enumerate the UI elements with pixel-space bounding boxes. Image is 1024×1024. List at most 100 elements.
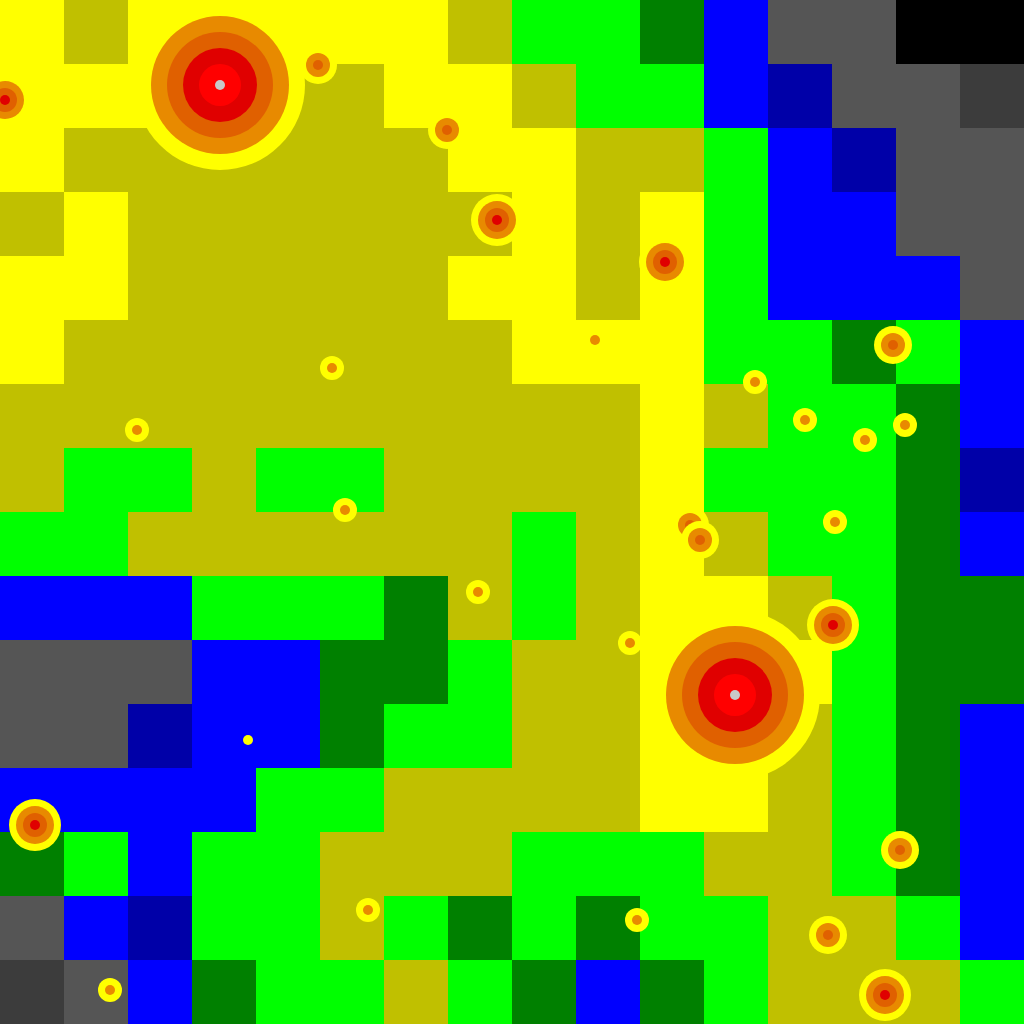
cell: [896, 512, 961, 577]
cell: [576, 384, 641, 449]
peak-ring: [135, 0, 305, 170]
cell: [512, 320, 577, 385]
peak-ring: [327, 363, 337, 373]
peak-ring: [167, 32, 273, 138]
cell: [320, 256, 385, 321]
density-map: [0, 0, 1024, 1024]
cell: [576, 768, 641, 833]
peak: [807, 599, 859, 651]
cell: [64, 512, 129, 577]
peak-ring: [853, 428, 877, 452]
peak: [650, 610, 820, 780]
cell: [832, 64, 897, 129]
peak-ring: [646, 243, 684, 281]
cell: [64, 960, 129, 1024]
cell: [704, 960, 769, 1024]
cell: [448, 384, 513, 449]
cell: [832, 256, 897, 321]
cell: [64, 640, 129, 705]
cell: [512, 0, 577, 65]
cell: [0, 512, 65, 577]
cell: [640, 896, 705, 961]
peak: [625, 908, 649, 932]
cell: [704, 128, 769, 193]
cell: [576, 704, 641, 769]
peak: [320, 356, 344, 380]
peak-ring: [199, 64, 241, 106]
cell: [192, 256, 257, 321]
cell: [192, 896, 257, 961]
cell: [768, 256, 833, 321]
cell: [896, 704, 961, 769]
cell: [64, 256, 129, 321]
cell: [832, 0, 897, 65]
cell: [192, 704, 257, 769]
peak-ring: [125, 418, 149, 442]
cell: [896, 896, 961, 961]
peak-ring: [814, 606, 852, 644]
cell: [384, 704, 449, 769]
peak-ring: [893, 413, 917, 437]
peak-ring: [625, 638, 635, 648]
peak-ring: [30, 820, 40, 830]
cell: [128, 896, 193, 961]
cell: [512, 768, 577, 833]
cell: [512, 960, 577, 1024]
cell: [128, 832, 193, 897]
cell: [320, 960, 385, 1024]
peak-ring: [859, 969, 911, 1021]
cell: [576, 64, 641, 129]
cell: [832, 448, 897, 513]
cell: [960, 640, 1024, 705]
peak-ring: [9, 799, 61, 851]
cell: [64, 448, 129, 513]
cell: [960, 960, 1024, 1024]
cell: [256, 512, 321, 577]
cell: [64, 64, 129, 129]
cell: [576, 320, 641, 385]
peak: [793, 408, 817, 432]
peak-ring: [215, 80, 225, 90]
peak: [618, 631, 642, 655]
cell: [960, 384, 1024, 449]
peak-ring: [823, 510, 847, 534]
cell: [0, 576, 65, 641]
cell: [512, 128, 577, 193]
cell: [512, 704, 577, 769]
cell: [192, 832, 257, 897]
cell: [896, 128, 961, 193]
cell: [512, 832, 577, 897]
peak-ring: [471, 194, 523, 246]
peak-ring: [492, 215, 502, 225]
cell: [128, 512, 193, 577]
cell: [256, 320, 321, 385]
peak-ring: [698, 658, 772, 732]
cell: [896, 576, 961, 641]
cell: [448, 768, 513, 833]
peak: [333, 498, 357, 522]
peak: [125, 418, 149, 442]
cell: [64, 384, 129, 449]
cell: [256, 832, 321, 897]
cell: [64, 0, 129, 65]
cell: [832, 192, 897, 257]
peak-ring: [639, 236, 691, 288]
cell: [192, 576, 257, 641]
cell: [0, 0, 65, 65]
peak-ring: [743, 370, 767, 394]
cell: [448, 256, 513, 321]
cell: [704, 0, 769, 65]
peak-ring: [821, 613, 845, 637]
cell: [384, 512, 449, 577]
cell: [640, 64, 705, 129]
peak-ring: [485, 208, 509, 232]
peak-ring: [681, 521, 719, 559]
peak-ring: [632, 915, 642, 925]
cell: [0, 640, 65, 705]
cell: [768, 512, 833, 577]
cell: [768, 384, 833, 449]
cell: [448, 960, 513, 1024]
cell: [320, 128, 385, 193]
peak-ring: [356, 898, 380, 922]
peak-ring: [0, 95, 10, 105]
